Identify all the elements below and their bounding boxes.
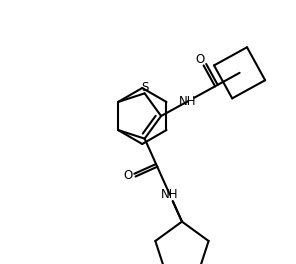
Text: S: S [141,81,148,94]
Text: O: O [123,169,132,182]
Text: NH: NH [161,188,179,201]
Text: NH: NH [179,95,197,108]
Text: O: O [196,53,205,66]
